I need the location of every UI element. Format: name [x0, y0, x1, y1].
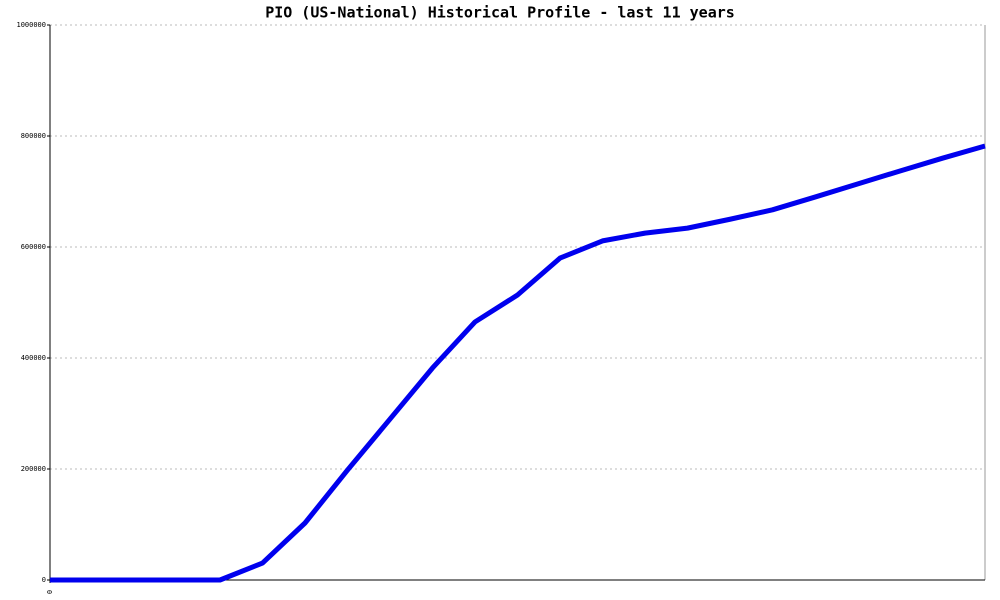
x-tick-label: 0: [46, 590, 54, 594]
y-tick-label: 800000: [21, 132, 46, 140]
y-tick-label: 600000: [21, 243, 46, 251]
data-line: [50, 143, 986, 583]
y-tick-label: 0: [42, 576, 46, 584]
chart-title: PIO (US-National) Historical Profile - l…: [265, 4, 735, 22]
y-tick-label: 200000: [21, 465, 46, 473]
y-tick-label: 400000: [21, 354, 46, 362]
y-tick-label: 1000000: [16, 21, 46, 29]
